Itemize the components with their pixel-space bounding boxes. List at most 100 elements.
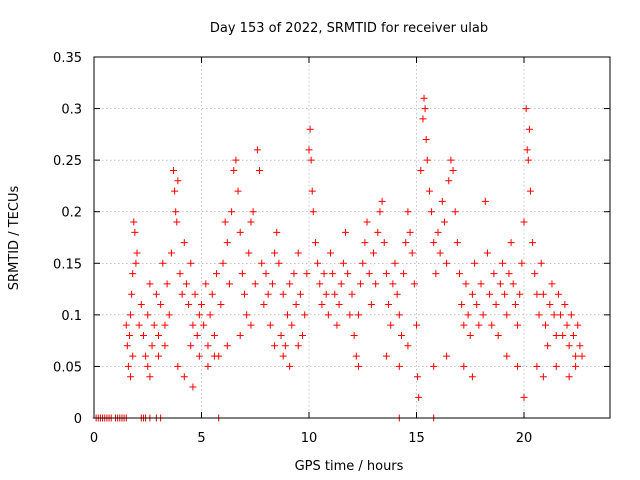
- x-tick-label: 20: [516, 431, 533, 446]
- data-point: [494, 331, 502, 339]
- data-point: [271, 249, 279, 257]
- data-point: [266, 321, 274, 329]
- data-point: [238, 270, 246, 278]
- data-point: [123, 342, 131, 350]
- data-point: [462, 280, 470, 288]
- data-point: [514, 321, 522, 329]
- data-point: [430, 362, 438, 370]
- data-point: [132, 259, 140, 267]
- data-point: [206, 311, 214, 319]
- data-point: [253, 146, 261, 154]
- data-point: [225, 280, 233, 288]
- data-point: [382, 270, 390, 278]
- data-point: [189, 321, 197, 329]
- data-point: [122, 321, 130, 329]
- data-point: [357, 280, 365, 288]
- data-point: [306, 125, 314, 133]
- data-point: [195, 311, 203, 319]
- data-point: [382, 352, 390, 360]
- data-point: [503, 352, 511, 360]
- data-point: [148, 342, 156, 350]
- y-tick-label: 0.3: [61, 103, 82, 118]
- data-point: [466, 331, 474, 339]
- data-point: [275, 259, 283, 267]
- data-point: [309, 208, 317, 216]
- data-point: [523, 146, 531, 154]
- data-point: [460, 362, 468, 370]
- y-tick-label: 0.15: [53, 257, 82, 272]
- data-point: [578, 352, 586, 360]
- data-point: [421, 105, 429, 113]
- data-point: [219, 259, 227, 267]
- data-point: [344, 270, 352, 278]
- data-point: [423, 156, 431, 164]
- data-point: [542, 321, 549, 329]
- data-point: [565, 342, 573, 350]
- data-point: [208, 290, 216, 298]
- data-point: [271, 342, 279, 350]
- data-point: [171, 187, 179, 195]
- data-point: [128, 290, 136, 298]
- data-point: [135, 321, 143, 329]
- data-point: [378, 197, 386, 205]
- data-point: [501, 290, 509, 298]
- data-point: [395, 362, 403, 370]
- data-point: [331, 290, 339, 298]
- data-point: [223, 342, 231, 350]
- data-point: [376, 208, 384, 216]
- data-point: [189, 383, 197, 391]
- data-point: [273, 228, 281, 236]
- data-point: [361, 239, 369, 247]
- data-point: [286, 280, 294, 288]
- data-point: [161, 342, 169, 350]
- data-point: [159, 259, 167, 267]
- data-point: [574, 321, 582, 329]
- x-tick-label: 15: [408, 431, 425, 446]
- data-point: [460, 321, 468, 329]
- axis-ticks: [93, 56, 610, 419]
- data-point: [187, 259, 195, 267]
- data-point: [471, 259, 479, 267]
- data-point: [167, 249, 175, 257]
- data-point: [296, 290, 304, 298]
- data-point: [264, 290, 272, 298]
- data-point: [318, 301, 326, 309]
- data-point: [539, 290, 547, 298]
- data-point: [468, 373, 476, 381]
- data-point: [410, 280, 418, 288]
- data-point: [180, 373, 188, 381]
- data-point: [430, 239, 438, 247]
- data-point: [363, 218, 371, 226]
- data-point: [163, 280, 171, 288]
- data-point: [451, 208, 459, 216]
- data-point: [279, 352, 287, 360]
- data-point: [127, 373, 135, 381]
- data-point: [572, 352, 580, 360]
- data-point: [130, 218, 138, 226]
- x-axis-label: GPS time / hours: [295, 459, 404, 474]
- data-point: [247, 218, 255, 226]
- data-point: [572, 362, 580, 370]
- data-point: [486, 290, 494, 298]
- data-point: [173, 218, 181, 226]
- data-point: [552, 331, 560, 339]
- data-point: [157, 301, 165, 309]
- data-point: [213, 270, 221, 278]
- x-tick-label: 0: [90, 431, 98, 446]
- data-point: [124, 362, 132, 370]
- data-point: [335, 301, 343, 309]
- data-point: [314, 259, 322, 267]
- data-point: [348, 290, 356, 298]
- data-point: [567, 311, 575, 319]
- data-point: [249, 208, 257, 216]
- data-point: [161, 321, 169, 329]
- data-point: [413, 321, 420, 329]
- data-point: [481, 197, 489, 205]
- data-point: [127, 311, 135, 319]
- data-point: [146, 373, 154, 381]
- data-point: [544, 342, 552, 350]
- data-point: [561, 301, 569, 309]
- data-point: [301, 311, 309, 319]
- data-point: [245, 249, 253, 257]
- data-point: [155, 352, 162, 360]
